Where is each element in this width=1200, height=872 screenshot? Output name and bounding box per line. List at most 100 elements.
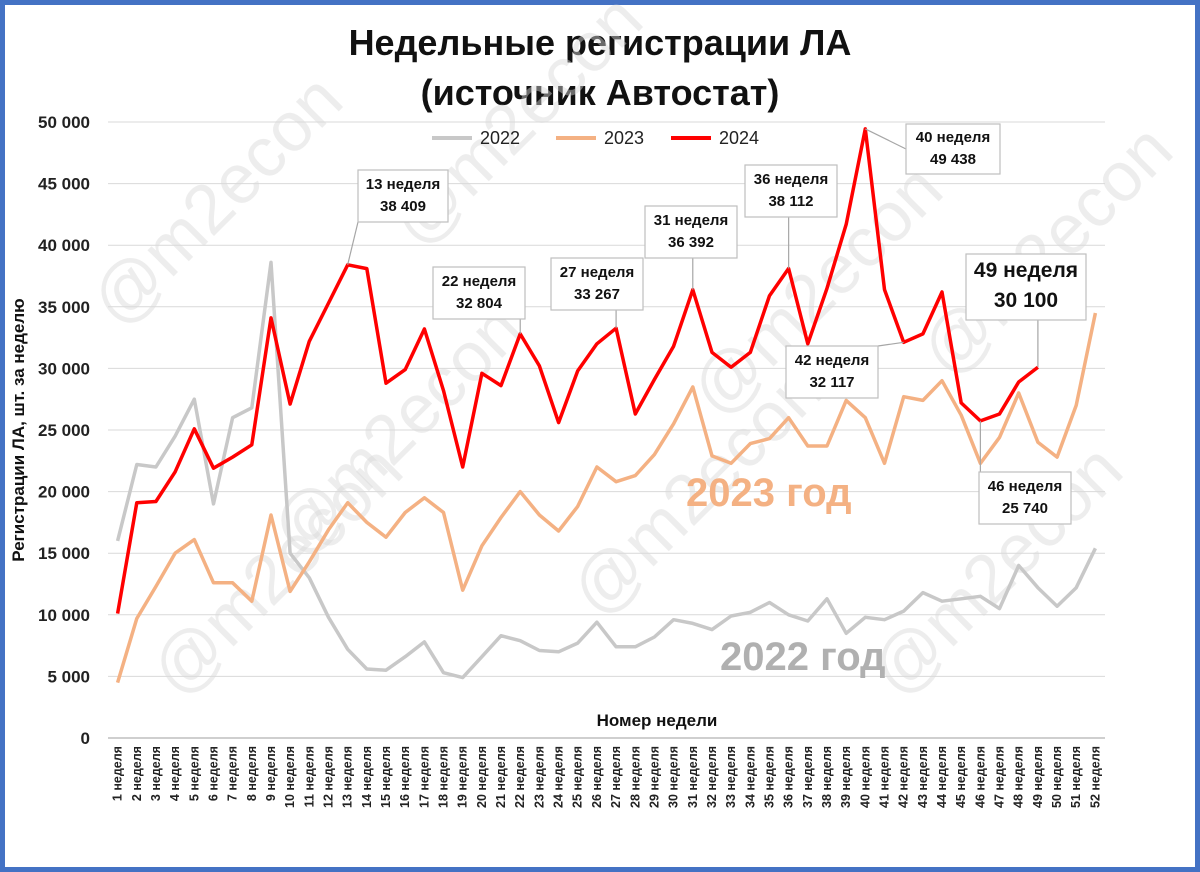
x-tick-label: 6 неделя: [206, 746, 220, 801]
chart-title-line1: Недельные регистрации ЛА: [348, 22, 852, 63]
x-tick-label: 15 неделя: [379, 746, 393, 808]
callout-value-27: 33 267: [574, 286, 620, 303]
x-tick-label: 47 неделя: [993, 746, 1007, 808]
x-tick-label: 39 неделя: [839, 746, 853, 808]
callout-leader-13: [347, 221, 359, 265]
year-label-2023: 2023 год: [686, 471, 852, 515]
x-tick-label: 5 неделя: [187, 746, 201, 801]
x-tick-label: 10 неделя: [283, 746, 297, 808]
series-line-2022: [115, 260, 1097, 680]
legend-label-2024: 2024: [719, 128, 759, 148]
x-tick-label: 3 неделя: [149, 746, 163, 801]
x-tick-label: 36 неделя: [782, 746, 796, 808]
callout-box-36: [744, 164, 838, 218]
y-tick-label: 0: [81, 729, 90, 748]
callout-week-36: 36 неделя: [754, 171, 828, 188]
y-tick-label: 20 000: [38, 483, 90, 502]
callout-value-40: 49 438: [930, 151, 976, 168]
callout-box-13: [357, 169, 449, 223]
callout-week-22: 22 неделя: [442, 273, 516, 290]
callout-box-46: [978, 471, 1072, 525]
watermark-text: @m2econ: [75, 59, 356, 340]
x-tick-label: 24 неделя: [552, 746, 566, 808]
x-tick-label: 21 неделя: [494, 746, 508, 808]
x-tick-label: 23 неделя: [532, 746, 546, 808]
callout-week-42: 42 неделя: [795, 352, 869, 369]
callout-box-42: [785, 345, 879, 399]
x-tick-label: 4 неделя: [168, 746, 182, 801]
x-tick-label: 51 неделя: [1069, 746, 1083, 808]
x-tick-label: 45 неделя: [954, 746, 968, 808]
x-tick-label: 22 неделя: [513, 746, 527, 808]
x-tick-label: 49 неделя: [1031, 746, 1045, 808]
x-tick-label: 38 неделя: [820, 746, 834, 808]
callout-box-31: [644, 205, 738, 259]
watermark-layer: @m2econ @m2econ@m2econ@m2econ@m2econ @m2ec…: [75, 0, 1186, 711]
y-tick-label: 45 000: [38, 175, 90, 194]
x-tick-label: 48 неделя: [1012, 746, 1026, 808]
x-tick-label: 41 неделя: [878, 746, 892, 808]
x-tick-label: 35 неделя: [762, 746, 776, 808]
callout-box-27: [550, 257, 644, 311]
y-axis-ticks: 0 5 000 10 000 15 000 20 000 25 000 30 000 35 0…: [38, 113, 90, 748]
x-axis-title: Номер недели: [597, 711, 718, 730]
callout-week-31: 31 неделя: [654, 212, 728, 229]
x-tick-label: 32 неделя: [705, 746, 719, 808]
chart-title-line2: (источник Автостат): [420, 72, 780, 113]
x-tick-label: 50 неделя: [1050, 746, 1064, 808]
callout-box-49: [965, 253, 1087, 321]
x-tick-label: 31 неделя: [686, 746, 700, 808]
x-axis-ticks: 1 неделя 2 неделя 3 неделя 4 неделя 5 неделя…: [111, 746, 1103, 808]
x-tick-label: 13 неделя: [341, 746, 355, 808]
x-tick-label: 2 неделя: [130, 746, 144, 801]
callout-week-40: 40 неделя: [916, 129, 990, 146]
grid-lines: [108, 121, 1105, 739]
y-tick-label: 30 000: [38, 359, 90, 378]
x-tick-label: 19 неделя: [456, 746, 470, 808]
callout-value-49: 30 100: [994, 289, 1058, 312]
x-tick-label: 40 неделя: [858, 746, 872, 808]
callouts: 13 неделя 38 409 22 неделя 32 804 27 неделя 3…: [347, 123, 1087, 525]
x-tick-label: 11 неделя: [302, 746, 316, 807]
series-line-2023: [115, 312, 1098, 684]
x-tick-label: 25 неделя: [571, 746, 585, 808]
callout-value-31: 36 392: [668, 234, 714, 251]
callout-value-13: 38 409: [380, 198, 426, 215]
callout-week-13: 13 неделя: [366, 176, 440, 193]
callout-box-40: [905, 123, 1001, 175]
callout-leader-42: [877, 341, 904, 347]
x-tick-label: 14 неделя: [360, 746, 374, 808]
x-tick-label: 16 неделя: [398, 746, 412, 808]
x-tick-label: 42 неделя: [897, 746, 911, 808]
y-axis-title: Регистрации ЛА, шт. за неделю: [9, 298, 28, 561]
callout-leader-40: [865, 128, 907, 150]
watermark-text: @m2econ: [855, 429, 1136, 710]
x-tick-label: 12 неделя: [321, 746, 335, 808]
callout-box-22: [432, 266, 526, 320]
callout-value-36: 38 112: [768, 193, 813, 210]
x-tick-label: 1 неделя: [111, 746, 125, 801]
x-tick-label: 46 неделя: [973, 746, 987, 808]
callout-value-22: 32 804: [456, 295, 503, 312]
year-label-2022: 2022 год: [720, 635, 886, 679]
x-tick-label: 26 неделя: [590, 746, 604, 808]
y-tick-label: 5 000: [47, 667, 90, 686]
x-tick-label: 27 неделя: [609, 746, 623, 808]
x-tick-label: 34 неделя: [743, 746, 757, 808]
y-tick-label: 50 000: [38, 113, 90, 132]
y-tick-label: 35 000: [38, 298, 90, 317]
x-tick-label: 29 неделя: [647, 746, 661, 808]
year-labels: 2023 год 2022 год: [686, 471, 886, 679]
legend-label-2023: 2023: [604, 128, 644, 148]
legend: 2022 2023 2024: [432, 128, 759, 148]
x-tick-label: 9 неделя: [264, 746, 278, 801]
x-tick-label: 7 неделя: [226, 746, 240, 801]
y-tick-label: 10 000: [38, 606, 90, 625]
x-tick-label: 37 неделя: [801, 746, 815, 808]
callout-week-49: 49 неделя: [974, 259, 1078, 282]
x-tick-label: 18 неделя: [437, 746, 451, 808]
series-line-2024: [115, 127, 1039, 614]
series-lines: [115, 127, 1098, 684]
callout-value-46: 25 740: [1002, 500, 1048, 517]
